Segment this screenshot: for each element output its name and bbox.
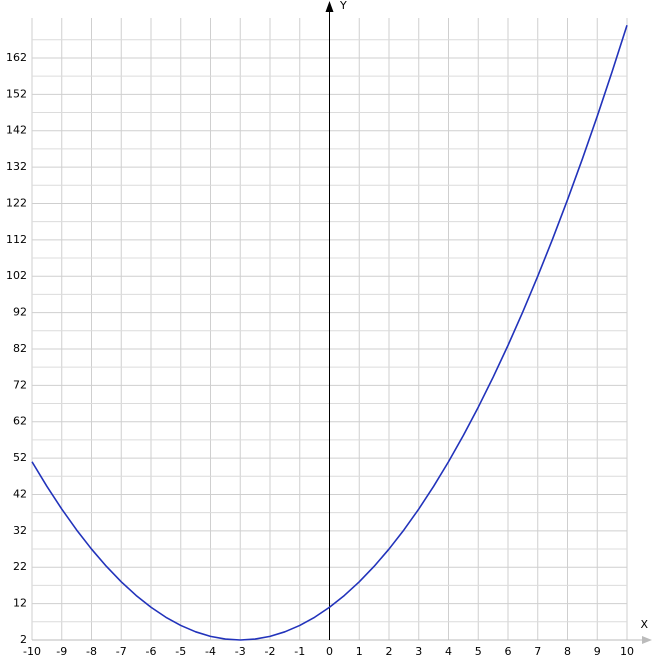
x-tick-label: 9 <box>594 645 601 658</box>
x-tick-label: 1 <box>356 645 363 658</box>
y-tick-label: 2 <box>20 633 27 646</box>
y-tick-label: 82 <box>13 342 27 355</box>
axes <box>32 1 652 644</box>
x-tick-label: -3 <box>235 645 246 658</box>
x-tick-label: -1 <box>294 645 305 658</box>
x-tick-label: -5 <box>175 645 186 658</box>
y-tick-label: 92 <box>13 306 27 319</box>
x-tick-label: 3 <box>415 645 422 658</box>
x-tick-label: -10 <box>23 645 41 658</box>
x-tick-label: -8 <box>86 645 97 658</box>
y-tick-label: 102 <box>6 269 27 282</box>
y-tick-label: 22 <box>13 560 27 573</box>
x-arrow <box>642 636 652 644</box>
x-tick-label: 10 <box>620 645 634 658</box>
x-tick-label: 2 <box>386 645 393 658</box>
y-tick-label: 32 <box>13 524 27 537</box>
y-tick-label: 122 <box>6 196 27 209</box>
y-tick-label: 52 <box>13 451 27 464</box>
y-tick-label: 72 <box>13 378 27 391</box>
x-tick-label: 7 <box>534 645 541 658</box>
y-tick-label: 132 <box>6 160 27 173</box>
x-tick-label: -9 <box>56 645 67 658</box>
curve <box>31 24 628 641</box>
x-tick-label: -6 <box>146 645 157 658</box>
x-tick-label: 4 <box>445 645 452 658</box>
y-tick-label: 162 <box>6 51 27 64</box>
x-tick-label: 5 <box>475 645 482 658</box>
y-arrow <box>325 1 334 12</box>
x-tick-label: -4 <box>205 645 216 658</box>
x-tick-label: -2 <box>265 645 276 658</box>
x-tick-label: 8 <box>564 645 571 658</box>
y-tick-label: 12 <box>13 597 27 610</box>
x-tick-label: 6 <box>505 645 512 658</box>
x-axis-label: X <box>640 618 648 631</box>
y-tick-label: 142 <box>6 124 27 137</box>
y-axis-label: Y <box>339 0 347 12</box>
x-tick-label: 0 <box>326 645 333 658</box>
y-tick-label: 152 <box>6 87 27 100</box>
x-tick-label: -7 <box>116 645 127 658</box>
y-tick-label: 62 <box>13 415 27 428</box>
y-tick-label: 42 <box>13 487 27 500</box>
y-tick-label: 112 <box>6 233 27 246</box>
